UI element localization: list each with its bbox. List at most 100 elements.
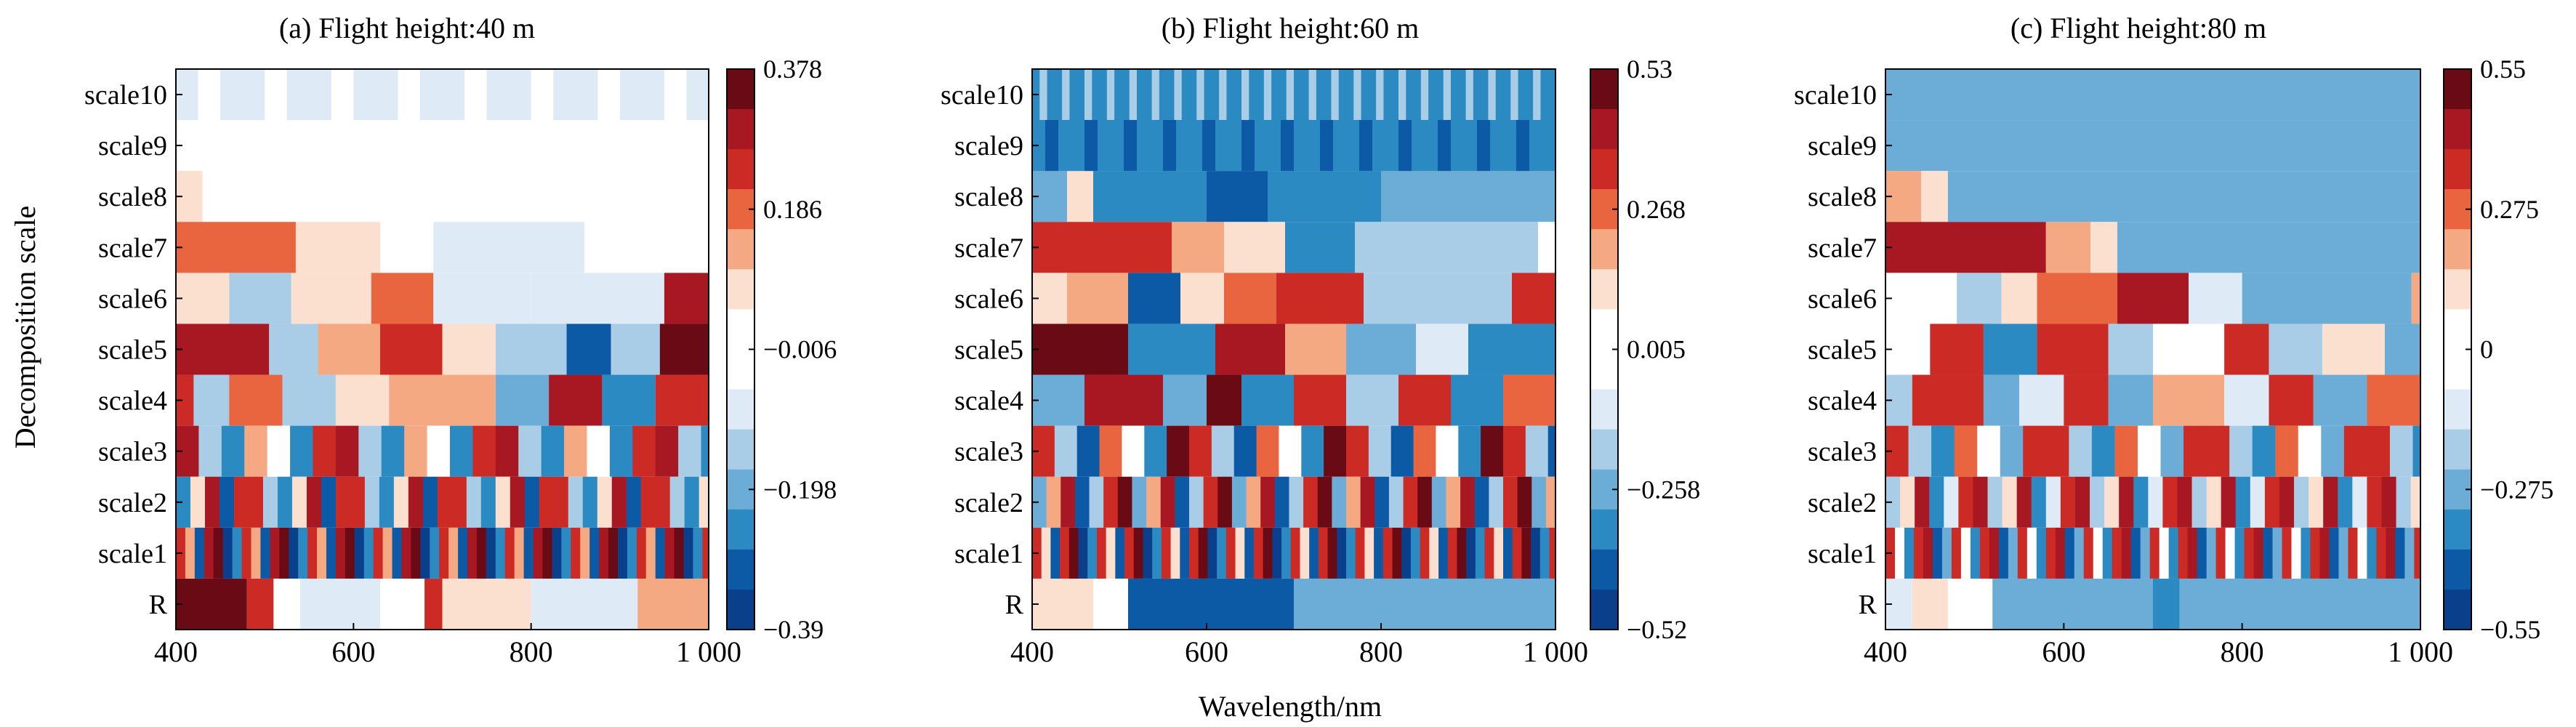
stripe-scale1-42 <box>2017 527 2021 579</box>
stripe-scale1-128 <box>2288 527 2292 579</box>
y-tick-label-scale7: scale7 <box>98 233 167 263</box>
stripe-scale2-2 <box>1895 476 1901 528</box>
cell-R-5 <box>2179 578 2420 630</box>
stripe-scale2-102 <box>2381 476 2387 528</box>
stripe-scale10-4 <box>265 69 288 121</box>
stripe-scale1-81 <box>430 527 433 579</box>
stripe-scale1-50 <box>1186 527 1190 579</box>
stripe-scale1-21 <box>1096 527 1100 579</box>
colorbar-bin-1 <box>1590 109 1618 150</box>
stripe-scale3-45 <box>2229 425 2238 477</box>
colorbar-bin-13 <box>2444 589 2471 630</box>
stripe-scale9-18 <box>1268 120 1281 172</box>
stripe-scale2-61 <box>471 476 477 528</box>
stripe-scale1-65 <box>2090 527 2094 579</box>
cell-scale5-7 <box>2269 324 2323 375</box>
stripe-scale3-37 <box>2168 425 2176 477</box>
stripe-scale1-109 <box>2228 527 2232 579</box>
stripe-scale2-88 <box>1451 476 1456 528</box>
stripe-scale10-61 <box>1488 69 1497 121</box>
stripe-scale10-27 <box>1233 69 1242 121</box>
stripe-scale3-16 <box>2008 425 2016 477</box>
stripe-scale3-7 <box>1939 425 1947 477</box>
stripe-scale3-6 <box>1931 425 1939 477</box>
cell-R-1 <box>1912 578 1948 630</box>
stripe-scale2-70 <box>2226 476 2231 528</box>
stripe-scale3-36 <box>2160 425 2169 477</box>
stripe-scale1-10 <box>1063 527 1066 579</box>
stripe-scale2-87 <box>597 476 603 528</box>
stripe-scale2-79 <box>1408 476 1414 528</box>
stripe-scale2-71 <box>520 476 526 528</box>
stripe-scale3-13 <box>1984 425 1993 477</box>
stripe-scale1-158 <box>2383 527 2386 579</box>
stripe-scale1-162 <box>683 527 688 579</box>
stripe-scale1-69 <box>392 527 396 579</box>
stripe-scale10-36 <box>1301 69 1309 121</box>
stripe-scale1-113 <box>530 527 534 579</box>
stripe-scale3-38 <box>464 425 473 477</box>
stripe-scale1-132 <box>1438 527 1442 579</box>
stripe-scale1-165 <box>1539 527 1544 579</box>
stripe-scale1-155 <box>661 527 666 579</box>
stripe-scale3-26 <box>374 425 382 477</box>
stripe-scale2-22 <box>1992 476 1998 528</box>
stripe-scale3-14 <box>1137 425 1145 477</box>
stripe-scale3-31 <box>1263 425 1272 477</box>
stripe-scale9-30 <box>1425 120 1438 172</box>
cell-scale5-8 <box>659 324 709 375</box>
stripe-scale2-56 <box>1298 476 1304 528</box>
colorbar-bin-1 <box>2444 109 2471 150</box>
cell-scale6-1 <box>229 273 291 324</box>
cell-scale4-7 <box>2224 374 2269 426</box>
stripe-scale2-104 <box>680 476 685 528</box>
stripe-scale2-85 <box>2298 476 2304 528</box>
stripe-scale3-55 <box>1443 425 1452 477</box>
colorbar-bin-0 <box>2444 69 2471 110</box>
stripe-scale1-64 <box>2087 527 2090 579</box>
stripe-scale1-121 <box>2266 527 2270 579</box>
stripe-scale2-36 <box>2060 476 2066 528</box>
stripe-scale9-21 <box>1307 120 1321 172</box>
stripe-scale1-96 <box>476 527 480 579</box>
stripe-scale3-63 <box>655 425 664 477</box>
cell-scale8-1 <box>1067 171 1093 222</box>
stripe-scale1-67 <box>2096 527 2100 579</box>
stripe-scale1-89 <box>454 527 459 579</box>
stripe-scale3-3 <box>198 425 207 477</box>
cell-scale5-0 <box>1885 324 1931 375</box>
stripe-scale2-72 <box>2235 476 2241 528</box>
stripe-scale1-12 <box>1068 527 1073 579</box>
stripe-scale1-49 <box>1183 527 1187 579</box>
stripe-scale1-135 <box>2310 527 2314 579</box>
stripe-scale1-166 <box>2407 527 2412 579</box>
cell-scale5-4 <box>2108 324 2153 375</box>
cell-R-1 <box>246 578 274 630</box>
stripe-scale10-32 <box>1271 69 1279 121</box>
stripe-scale1-39 <box>2008 527 2012 579</box>
stripe-scale3-37 <box>1308 425 1317 477</box>
colorbar-bin-9 <box>1590 429 1618 470</box>
stripe-scale2-89 <box>1455 476 1461 528</box>
stripe-scale1-63 <box>2083 527 2088 579</box>
stripe-scale3-5 <box>1069 425 1078 477</box>
panel-b-colorbar: 0.53 0.268 0.005 −0.258 −0.52 <box>1590 55 1700 644</box>
stripe-scale1-26 <box>1967 527 1971 579</box>
stripe-scale1-4 <box>1898 527 1902 579</box>
stripe-scale3-9 <box>1954 425 1963 477</box>
stripe-scale2-103 <box>2386 476 2392 528</box>
stripe-scale2-66 <box>495 476 501 528</box>
stripe-scale10-66 <box>1525 69 1534 121</box>
panel-a-colorbar: 0.378 0.186 −0.006 −0.198 −0.39 <box>726 55 837 644</box>
stripe-scale10-6 <box>1076 69 1085 121</box>
stripe-scale2-11 <box>1939 476 1944 528</box>
stripe-scale3-27 <box>2091 425 2100 477</box>
cell-R-7 <box>531 578 638 630</box>
stripe-scale1-81 <box>1281 527 1285 579</box>
stripe-scale3-67 <box>1533 425 1541 477</box>
stripe-scale1-63 <box>373 527 377 579</box>
stripe-scale1-63 <box>1225 527 1230 579</box>
stripe-scale2-63 <box>480 476 486 528</box>
stripe-scale10-46 <box>1376 69 1384 121</box>
stripe-scale2-47 <box>1255 476 1261 528</box>
